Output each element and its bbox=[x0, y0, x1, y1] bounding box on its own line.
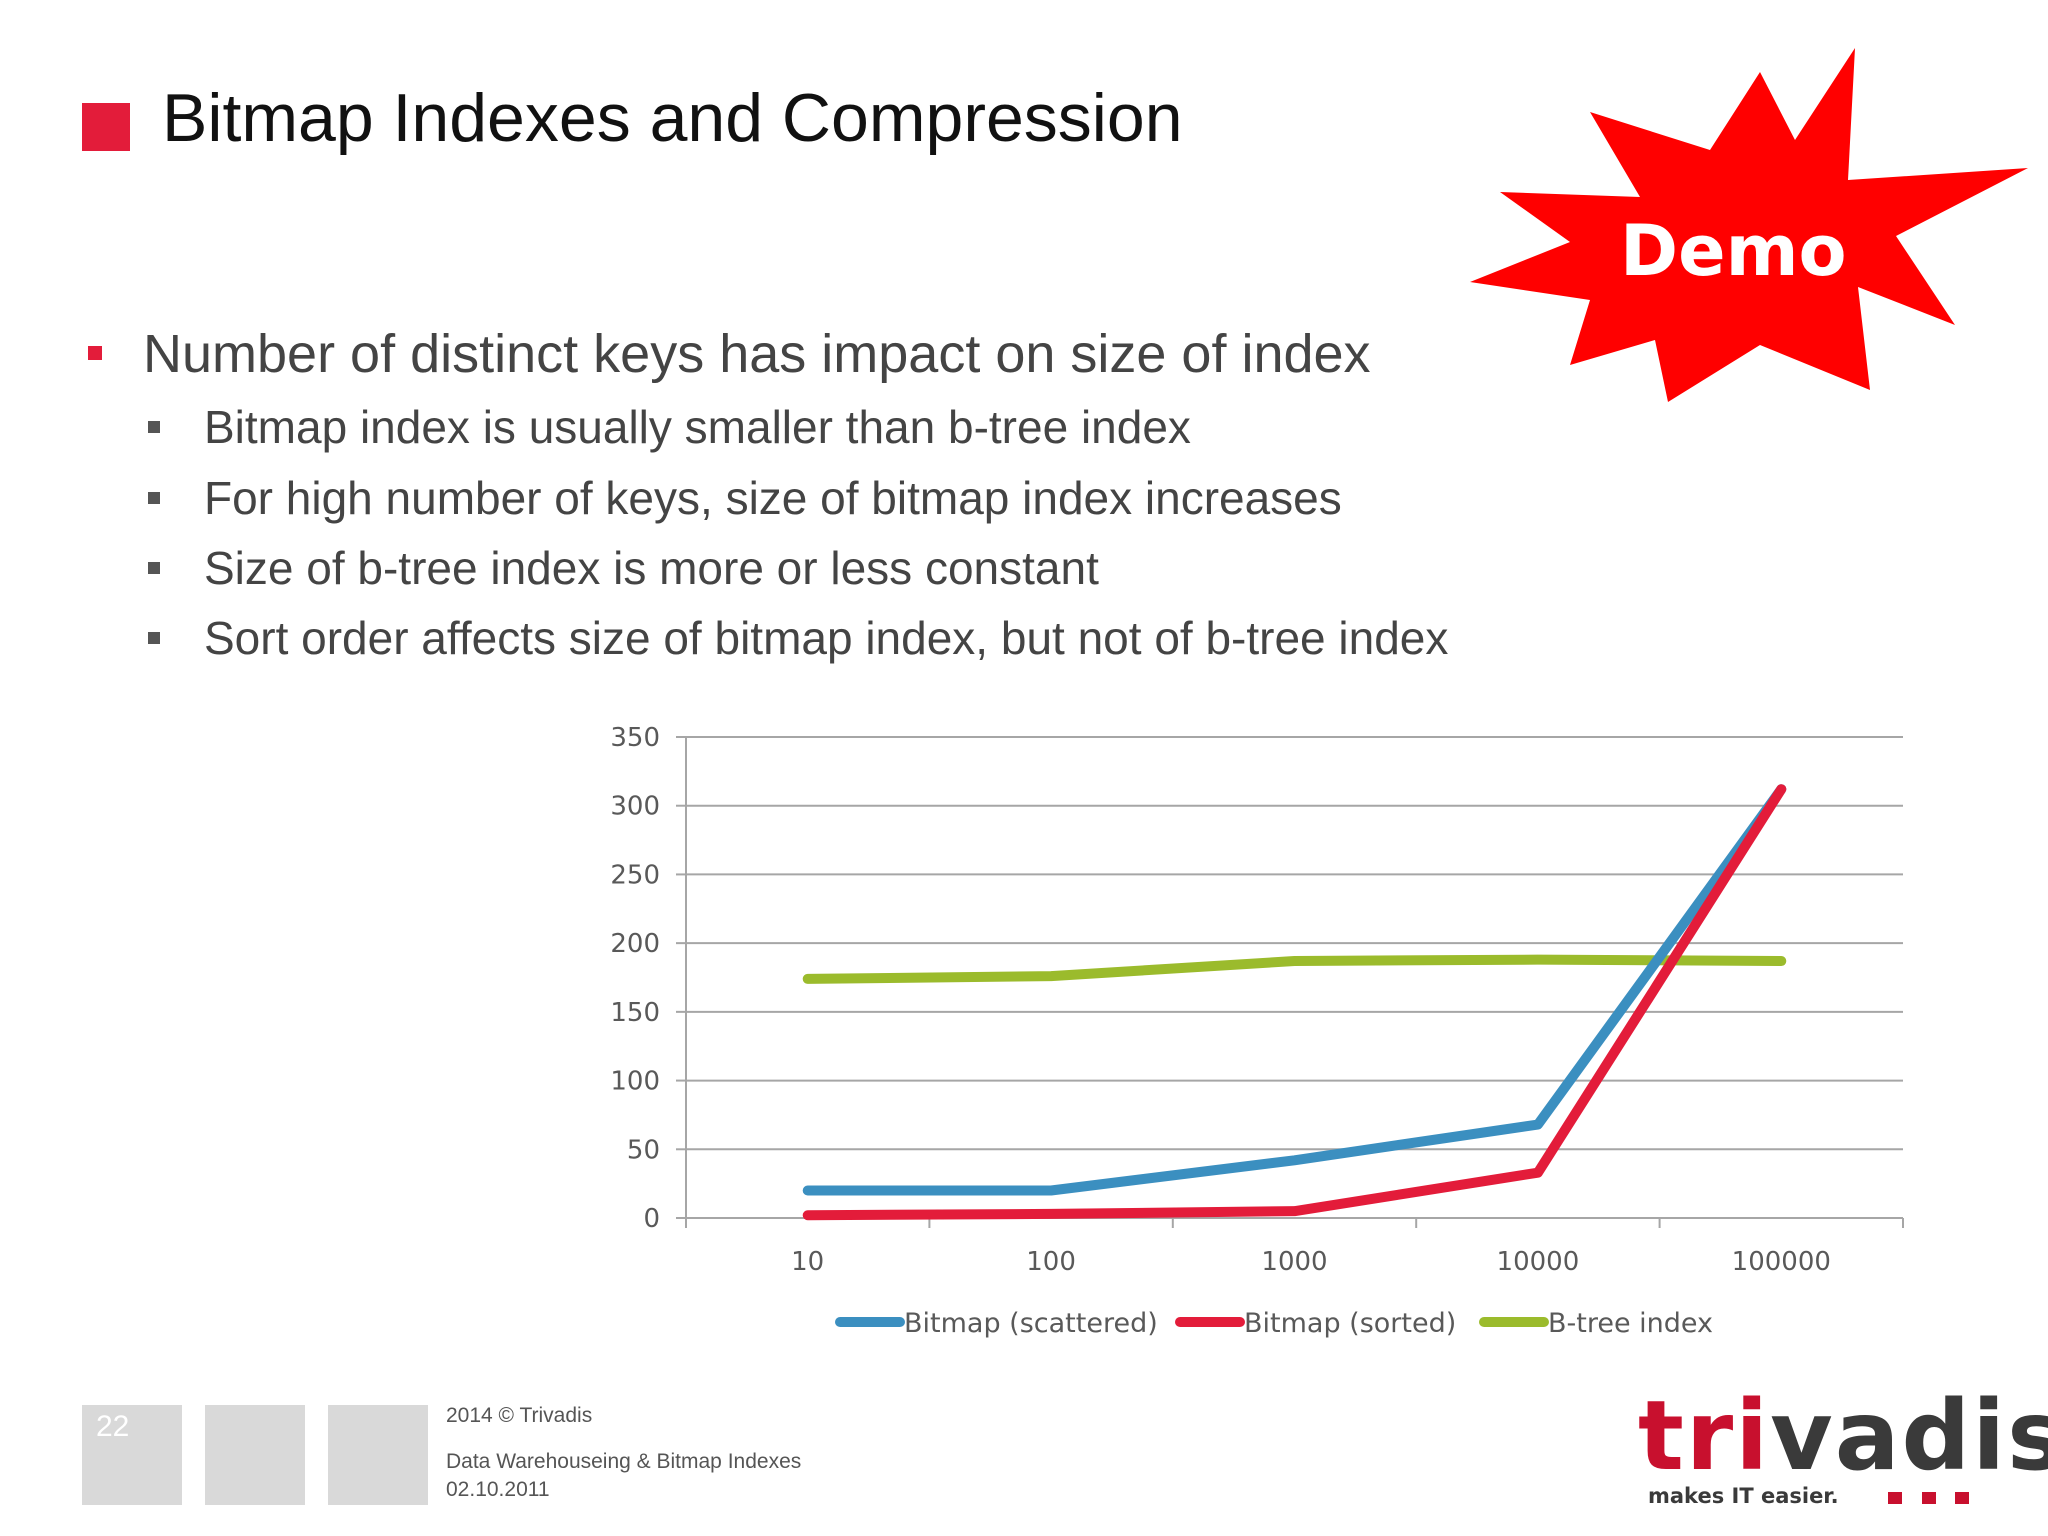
chart-axes: 0 50 100 150 200 250 300 350 10 100 1000 10000 10000… bbox=[610, 723, 1904, 1277]
x-tick-label: 100000 bbox=[1732, 1247, 1831, 1277]
sub-bullet-1: Bitmap index is usually smaller than b-t… bbox=[204, 401, 1191, 453]
logo-dot-icon bbox=[1888, 1492, 1902, 1504]
logo-prefix: tri bbox=[1638, 1380, 1771, 1492]
chart-series bbox=[802, 784, 1787, 1221]
sub-bullet-marker bbox=[148, 492, 160, 504]
y-tick-label: 150 bbox=[610, 998, 660, 1028]
sub-bullet-2: For high number of keys, size of bitmap … bbox=[204, 472, 1342, 524]
sub-bullet-marker bbox=[148, 632, 160, 644]
chart-legend: Bitmap (scattered) Bitmap (sorted) B-tree … bbox=[835, 1308, 1713, 1339]
y-tick-label: 50 bbox=[627, 1135, 660, 1165]
y-tick-label: 300 bbox=[610, 792, 660, 822]
y-tick-label: 350 bbox=[610, 723, 660, 753]
page-number: 22 bbox=[96, 1410, 130, 1443]
legend-label: Bitmap (sorted) bbox=[1244, 1308, 1456, 1339]
series-line-b-tree-index bbox=[802, 954, 1787, 984]
logo-suffix: vadis bbox=[1770, 1380, 2048, 1492]
trivadis-logo: trivadis bbox=[1638, 1388, 2048, 1484]
x-tick-label: 1000 bbox=[1261, 1247, 1327, 1277]
footer-box-1 bbox=[82, 1405, 182, 1505]
series-line-bitmap-scattered bbox=[802, 784, 1787, 1196]
footer-copyright: 2014 © Trivadis bbox=[446, 1404, 593, 1427]
x-tick-label: 10 bbox=[791, 1247, 824, 1277]
footer-box-2 bbox=[205, 1405, 305, 1505]
y-tick-label: 250 bbox=[610, 860, 660, 890]
x-tick-label: 10000 bbox=[1497, 1247, 1580, 1277]
title-marker bbox=[82, 103, 130, 151]
bullet-marker bbox=[88, 346, 102, 360]
legend-label: Bitmap (scattered) bbox=[904, 1308, 1158, 1339]
x-tick-label: 100 bbox=[1026, 1247, 1076, 1277]
main-bullet: Number of distinct keys has impact on si… bbox=[143, 324, 1371, 384]
sub-bullet-marker bbox=[148, 421, 160, 433]
demo-label: Demo bbox=[1620, 210, 1847, 292]
footer-date: 02.10.2011 bbox=[446, 1478, 550, 1501]
sub-bullet-marker bbox=[148, 562, 160, 574]
footer-box-3 bbox=[328, 1405, 428, 1505]
y-tick-label: 0 bbox=[643, 1204, 660, 1234]
logo-tagline: makes IT easier. bbox=[1648, 1484, 1839, 1508]
legend-label: B-tree index bbox=[1548, 1308, 1713, 1339]
series-line-bitmap-sorted bbox=[802, 784, 1787, 1221]
logo-dot-icon bbox=[1922, 1492, 1936, 1504]
footer-subtitle: Data Warehouseing & Bitmap Indexes bbox=[446, 1450, 802, 1473]
slide-title: Bitmap Indexes and Compression bbox=[162, 80, 1183, 156]
sub-bullet-3: Size of b-tree index is more or less con… bbox=[204, 542, 1099, 594]
y-tick-label: 100 bbox=[610, 1067, 660, 1097]
y-tick-label: 200 bbox=[610, 929, 660, 959]
logo-dot-icon bbox=[1955, 1492, 1969, 1504]
sub-bullet-4: Sort order affects size of bitmap index,… bbox=[204, 612, 1449, 664]
